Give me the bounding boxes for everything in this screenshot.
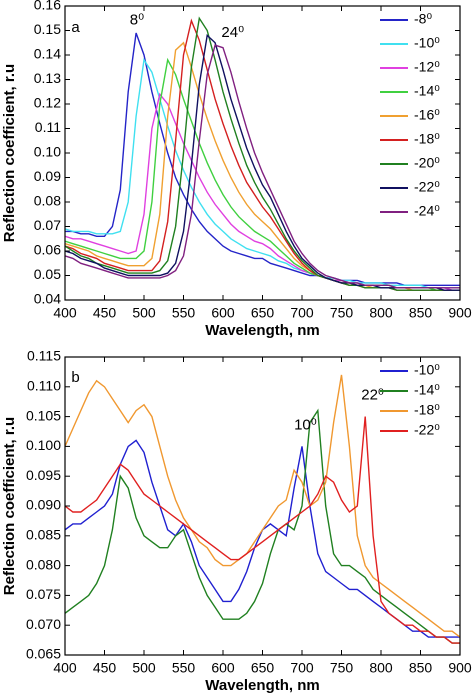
y-tick-label: 0.13 <box>34 70 61 86</box>
legend-label: -10⁰ <box>414 362 440 378</box>
y-axis-label: Reflection coefficient, r.u <box>1 417 18 595</box>
x-tick-label: 900 <box>448 305 472 321</box>
plot-frame <box>64 5 461 301</box>
legend-label: -22⁰ <box>414 422 440 438</box>
y-tick-label: 0.04 <box>34 291 61 307</box>
y-tick-label: 0.100 <box>26 437 61 453</box>
legend-label: -18⁰ <box>414 402 440 418</box>
series-line <box>65 439 460 638</box>
y-tick-label: 0.11 <box>35 119 61 135</box>
y-tick-label: 0.16 <box>34 0 61 13</box>
series-line <box>65 57 460 289</box>
x-tick-label: 650 <box>251 305 275 321</box>
x-axis-label: Wavelength, nm <box>205 322 319 339</box>
y-tick-label: 0.070 <box>26 616 61 632</box>
y-tick-label: 0.08 <box>34 193 61 209</box>
y-tick-label: 0.110 <box>27 378 61 394</box>
legend-label: -14⁰ <box>414 83 440 99</box>
y-tick-label: 0.075 <box>26 586 61 602</box>
series-line <box>65 374 460 638</box>
y-tick-label: 0.080 <box>26 556 61 572</box>
series-line <box>65 16 460 291</box>
plot-lines <box>65 374 460 644</box>
annotation: 22⁰ <box>361 387 384 404</box>
legend-label: -8⁰ <box>414 11 432 27</box>
x-tick-label: 450 <box>93 305 117 321</box>
y-tick-label: 0.090 <box>26 497 61 513</box>
x-tick-label: 900 <box>448 660 472 676</box>
x-tick-label: 800 <box>369 660 393 676</box>
annotation: 8⁰ <box>130 12 144 29</box>
series-line <box>65 44 460 289</box>
legend-label: -16⁰ <box>414 107 440 123</box>
y-tick-label: 0.06 <box>34 242 61 258</box>
x-tick-label: 850 <box>409 660 433 676</box>
x-tick-label: 750 <box>330 305 354 321</box>
x-tick-label: 800 <box>369 305 393 321</box>
y-tick-label: 0.085 <box>26 527 61 543</box>
x-tick-label: 600 <box>211 305 235 321</box>
y-tick-label: 0.095 <box>26 467 61 483</box>
y-tick-label: 0.15 <box>34 21 61 37</box>
y-tick-label: 0.10 <box>34 144 61 160</box>
x-tick-label: 500 <box>132 305 156 321</box>
y-tick-label: 0.12 <box>34 95 61 111</box>
y-tick-label: 0.14 <box>34 46 61 62</box>
series-line <box>65 33 460 291</box>
legend-label: -22⁰ <box>414 179 440 195</box>
y-tick-label: 0.05 <box>34 266 61 282</box>
y-tick-label: 0.105 <box>26 407 61 423</box>
x-tick-label: 650 <box>251 660 275 676</box>
legend-label: -10⁰ <box>414 35 440 51</box>
x-tick-label: 700 <box>290 660 314 676</box>
y-tick-label: 0.07 <box>34 217 61 233</box>
legend-label: -12⁰ <box>414 59 440 75</box>
x-tick-label: 400 <box>53 660 77 676</box>
annotation: a <box>71 19 80 36</box>
legend-label: -24⁰ <box>414 203 440 219</box>
series-line <box>65 416 460 644</box>
x-tick-label: 750 <box>330 660 354 676</box>
legend-label: -18⁰ <box>414 131 440 147</box>
y-axis-label: Reflection coefficient, r.u <box>1 64 18 242</box>
y-tick-label: 0.09 <box>34 168 61 184</box>
x-axis-label: Wavelength, nm <box>205 677 319 694</box>
annotation: 24⁰ <box>221 24 244 41</box>
y-tick-label: 0.115 <box>27 348 61 364</box>
legend-label: -20⁰ <box>414 155 440 171</box>
y-tick-label: 0.065 <box>26 646 61 662</box>
annotation: b <box>71 369 79 386</box>
series-line <box>65 18 460 291</box>
x-tick-label: 550 <box>172 660 196 676</box>
series-line <box>65 32 460 286</box>
series-line <box>65 57 460 291</box>
legend-label: -14⁰ <box>414 382 440 398</box>
x-tick-label: 450 <box>93 660 117 676</box>
x-tick-label: 700 <box>290 305 314 321</box>
x-tick-label: 600 <box>211 660 235 676</box>
x-tick-label: 400 <box>53 305 77 321</box>
plot-lines <box>65 16 460 291</box>
series-line <box>65 92 460 291</box>
x-tick-label: 850 <box>409 305 433 321</box>
x-tick-label: 550 <box>172 305 196 321</box>
annotation: 10⁰ <box>294 417 317 434</box>
series-line <box>65 408 460 644</box>
x-tick-label: 500 <box>132 660 156 676</box>
